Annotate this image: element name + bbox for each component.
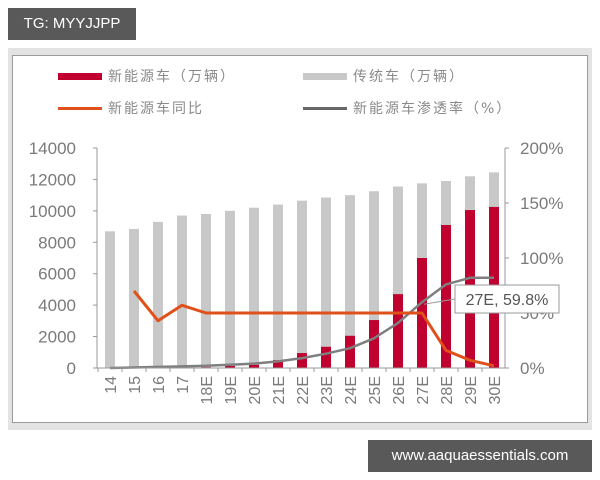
- left-axis-tick-label: 0: [67, 359, 76, 378]
- bar-nev: [393, 294, 403, 368]
- x-axis-tick-label: 27E: [415, 376, 432, 404]
- x-axis-tick-label: 17: [175, 376, 192, 394]
- annotation-leader: [423, 298, 456, 305]
- bar-traditional: [273, 204, 283, 368]
- annotation-label: 27E, 59.8%: [466, 292, 549, 309]
- legend-nev-yoy: 新能源车同比: [58, 98, 204, 118]
- left-axis-tick-label: 8000: [38, 233, 76, 252]
- bar-traditional: [129, 228, 139, 368]
- legend-traditional-units: 传统车（万辆）: [303, 66, 465, 86]
- x-axis-tick-label: 16: [151, 376, 168, 394]
- legend-swatch-nev: [58, 72, 102, 80]
- legend-swatch-yoy: [58, 106, 102, 110]
- left-axis-tick-label: 12000: [29, 170, 76, 189]
- x-axis-tick-label: 28E: [439, 376, 456, 404]
- right-axis-tick-label: 150%: [520, 194, 563, 213]
- legend-swatch-penetration: [303, 106, 347, 110]
- bar-nev: [441, 225, 451, 368]
- legend-label-penetration: 新能源车渗透率（%）: [353, 101, 513, 117]
- bar-traditional: [393, 186, 403, 368]
- right-axis-tick-label: 100%: [520, 249, 563, 268]
- left-y-axis: 0 2000 4000 6000 8000 10000 12000 14000: [29, 139, 98, 378]
- tg-badge: TG: MYYJJPP: [8, 8, 136, 40]
- x-axis-tick-label: 26E: [391, 376, 408, 404]
- line-series: [109, 276, 495, 370]
- bar-traditional: [345, 195, 355, 368]
- x-axis-tick-label: 23E: [319, 376, 336, 404]
- x-axis-tick-label: 22E: [295, 376, 312, 404]
- legend-label-yoy: 新能源车同比: [108, 101, 204, 117]
- x-axis-tick-label: 14: [103, 376, 120, 394]
- bar-traditional: [249, 207, 259, 368]
- x-axis-tick-label: 29E: [463, 376, 480, 404]
- bar-nev: [345, 335, 355, 368]
- bar-nev: [273, 360, 283, 368]
- left-axis-tick-label: 6000: [38, 265, 76, 284]
- watermark-url: www.aaquaessentials.com: [368, 440, 592, 472]
- left-axis-tick-label: 10000: [29, 202, 76, 221]
- bar-nev: [249, 364, 259, 368]
- bar-nev: [321, 346, 331, 368]
- bar-nev: [369, 320, 379, 368]
- legend-nev-units: 新能源车（万辆）: [58, 66, 236, 86]
- x-axis-tick-label: 19E: [223, 376, 240, 404]
- x-axis-tick-label: 30E: [487, 376, 504, 404]
- left-axis-tick-label: 2000: [38, 328, 76, 347]
- bar-traditional: [153, 221, 163, 368]
- bar-traditional: [225, 210, 235, 368]
- right-axis-tick-label: 0%: [520, 359, 545, 378]
- yoy-line: [132, 290, 495, 368]
- bar-nev: [297, 353, 307, 368]
- bar-traditional: [297, 200, 307, 368]
- legend-label-nev: 新能源车（万辆）: [108, 69, 236, 85]
- left-axis-tick-label: 14000: [29, 139, 76, 158]
- bar-traditional: [105, 231, 115, 368]
- annotation-box: [454, 284, 560, 314]
- legend-swatch-traditional: [303, 72, 347, 80]
- x-axis-tick-label: 18E: [199, 376, 216, 404]
- right-y-axis: 0%50%100%150%200%: [504, 139, 563, 378]
- x-axis-tick-label: 24E: [343, 376, 360, 404]
- left-axis-tick-label: 4000: [38, 296, 76, 315]
- bar-traditional: [201, 214, 211, 368]
- legend-label-traditional: 传统车（万辆）: [353, 69, 465, 85]
- legend-nev-penetration: 新能源车渗透率（%）: [303, 98, 512, 118]
- x-axis: 14 15 16 17 18E 19E 20E 21E 22E 23E 24E 25E 26E 27E 28…: [97, 367, 505, 404]
- bar-traditional: [321, 197, 331, 368]
- bar-traditional: [177, 215, 187, 368]
- x-axis-tick-label: 21E: [271, 376, 288, 404]
- bar-traditional: [369, 191, 379, 368]
- x-axis-tick-label: 20E: [247, 376, 264, 404]
- x-axis-tick-label: 25E: [367, 376, 384, 404]
- penetration-line: [109, 276, 494, 370]
- x-axis-tick-label: 15: [127, 376, 144, 394]
- annotation-callout: 27E, 59.8%: [423, 284, 560, 314]
- bar-nev: [225, 365, 235, 368]
- right-axis-tick-label: 200%: [520, 139, 563, 158]
